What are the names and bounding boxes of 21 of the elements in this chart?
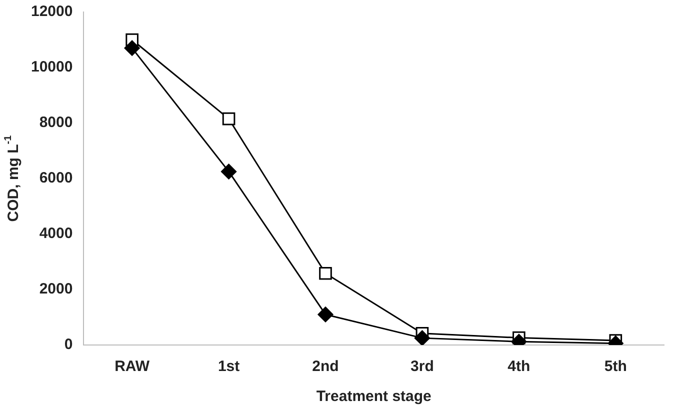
y-tick-label: 12000 (30, 3, 73, 20)
point (318, 306, 334, 322)
x-tick-label: 3rd (410, 358, 434, 376)
x-tick-label: RAW (114, 358, 150, 376)
point (221, 164, 237, 180)
point (319, 267, 332, 280)
y-tick-label: 4000 (39, 225, 73, 242)
x-tick-label: 2nd (312, 358, 339, 376)
x-tick-label: 5th (604, 358, 627, 376)
point (414, 330, 430, 345)
x-tick-label: 1st (218, 358, 240, 376)
y-axis-title: COD, mg L-1 (2, 134, 22, 222)
x-tick-label: 4th (508, 358, 530, 376)
y-tick-label: 10000 (30, 58, 73, 76)
y-tick-label: 6000 (39, 170, 73, 187)
point (222, 112, 236, 126)
x-axis-title: Treatment stage (316, 388, 432, 406)
y-tick-label: 0 (64, 336, 73, 354)
y-tick-label: 2000 (39, 280, 73, 298)
point (124, 40, 140, 56)
y-tick-label: 8000 (39, 114, 73, 132)
